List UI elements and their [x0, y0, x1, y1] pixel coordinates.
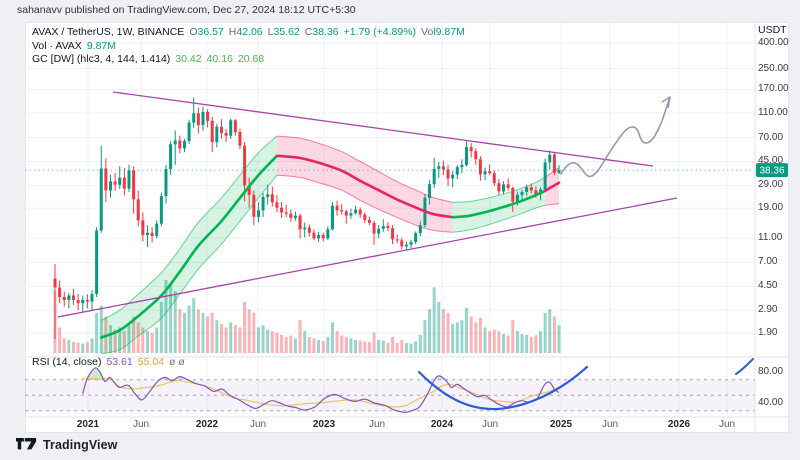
high-label: H [228, 26, 237, 38]
gaussian-channel-lines [99, 135, 561, 355]
time-axis-month-label: Jun [718, 419, 736, 430]
price-axis-unit: USDT [758, 24, 787, 36]
rsi-ma-value: 55.04 [137, 356, 165, 368]
rsi-axis-label: 40.00 [758, 397, 784, 408]
rsi-label: RSI (14, close) [32, 356, 102, 368]
time-axis-year-label: 2023 [312, 419, 336, 430]
rsi-pane[interactable] [25, 358, 755, 413]
footer-brand[interactable]: TradingView [16, 438, 118, 452]
current-price-tag: 38.36 [756, 163, 788, 178]
time-axis-year-label: 2025 [549, 419, 573, 430]
price-axis-label: 45.00 [758, 155, 784, 167]
volume-indicator-value: 9.87M [86, 39, 116, 52]
time-axis[interactable]: 2021 Jun 2022 Jun 2023 Jun 2024 Jun 2025 Jun 2026 J… [25, 418, 755, 433]
main-pane[interactable] [25, 91, 755, 355]
price-axis[interactable]: 400.00 250.00 170.00 110.00 70.00 45.00 29.00 1… [758, 22, 789, 418]
price-axis-label: 400.00 [758, 37, 789, 49]
open-label: O [189, 26, 198, 38]
tradingview-logo-icon [16, 438, 37, 450]
gc-indicator-label: GC [DW] (hlc3, 4, 144, 1.414) [32, 53, 171, 65]
gc-value-1: 30.42 [175, 53, 202, 65]
price-axis-label: 19.00 [758, 202, 784, 214]
symbol-row: AVAX / TetherUS, 1W, BINANCE O36.57 H42.06… [32, 26, 465, 40]
time-axis-year-label: 2022 [195, 419, 219, 430]
time-axis-month-label: Jun [481, 419, 499, 430]
low-label: L [267, 26, 274, 38]
time-axis-year-label: 2024 [430, 419, 454, 430]
rsi-legend-row: RSI (14, close) 53.61 55.04 ø ø [32, 356, 185, 368]
volume-indicator-row: Vol · AVAX 9.87M [32, 40, 465, 54]
time-axis-year-label: 2026 [667, 419, 691, 430]
close-label: C [304, 26, 313, 38]
price-axis-label: 11.00 [758, 231, 783, 243]
price-axis-label: 7.00 [758, 256, 778, 268]
volume-label: Vol [421, 26, 436, 38]
svg-text:38.36: 38.36 [759, 166, 784, 177]
high-value: 42.06 [236, 26, 263, 38]
gc-value-3: 20.68 [237, 53, 265, 65]
attribution-text: sahanavv published on TradingView.com, D… [17, 4, 356, 16]
price-axis-label: 4.50 [758, 280, 778, 292]
symbol-title: AVAX / TetherUS, 1W, BINANCE [32, 26, 185, 38]
grid-layer [25, 22, 755, 417]
time-axis-month-label: Jun [249, 419, 267, 430]
pane-separators [25, 22, 789, 433]
price-axis-label: 250.00 [758, 62, 789, 74]
price-axis-label: 170.00 [758, 83, 789, 95]
price-axis-label: 2.90 [758, 304, 778, 316]
gc-indicator-row: GC [DW] (hlc3, 4, 144, 1.414) 30.42 40.16 2… [32, 53, 465, 67]
volume-value: 9.87M [435, 26, 465, 38]
change-value: +1.79 (+4.89%) [343, 26, 417, 38]
open-value: 36.57 [197, 26, 224, 38]
time-axis-year-label: 2021 [76, 419, 100, 430]
rsi-hidden-values: ø ø [169, 356, 185, 368]
gc-value-2: 40.16 [206, 53, 233, 65]
rsi-axis-label: 80.00 [758, 366, 784, 377]
price-axis-label: 110.00 [758, 107, 788, 119]
projection-arrow[interactable] [560, 96, 671, 178]
brand-name: TradingView [43, 438, 118, 452]
time-axis-month-label: Jun [601, 419, 619, 430]
low-value: 35.62 [273, 26, 300, 38]
close-value: 38.36 [312, 26, 339, 38]
volume-indicator-label: Vol · AVAX [32, 39, 82, 52]
price-axis-label: 29.00 [758, 179, 784, 191]
trendlines-layer[interactable] [57, 91, 678, 318]
time-axis-month-label: Jun [368, 419, 386, 430]
price-axis-label: 70.00 [758, 131, 784, 143]
chart-legend: AVAX / TetherUS, 1W, BINANCE O36.57 H42.06… [32, 26, 465, 67]
rsi-edge-drawing[interactable] [735, 358, 754, 375]
rsi-line [82, 367, 560, 413]
price-axis-label: 1.90 [758, 327, 778, 339]
rsi-arc-drawing[interactable] [417, 365, 589, 411]
rsi-value: 53.61 [106, 356, 133, 368]
time-axis-month-label: Jun [132, 419, 150, 430]
